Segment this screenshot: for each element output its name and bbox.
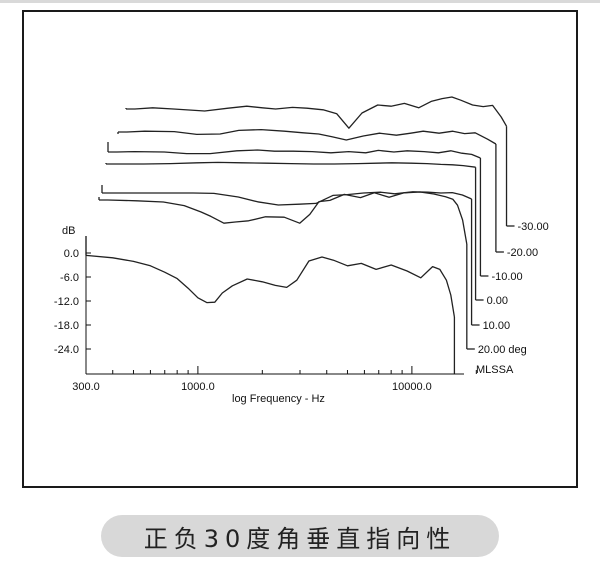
y-tick-label: -6.0 [60, 272, 79, 284]
y-axis-label: dB [62, 225, 75, 237]
x-axis-label: log Frequency - Hz [232, 393, 325, 405]
x-tick-label: 300.0 [72, 381, 100, 393]
series-line [106, 161, 476, 168]
y-tick-label: 0.0 [64, 248, 79, 260]
series-line [126, 96, 508, 129]
top-divider-line [0, 0, 600, 3]
series-line [99, 191, 468, 245]
series-label: -30.00 [518, 221, 549, 233]
y-tick-label: -12.0 [54, 296, 79, 308]
axis-layer: dB log Frequency - Hz -30.00 -20.00 -10.00… [54, 221, 549, 405]
chart-frame [22, 10, 578, 488]
x-tick-label: 10000.0 [392, 381, 432, 393]
y-tick-label: -24.0 [54, 344, 79, 356]
series-line [118, 128, 497, 145]
series-label: MLSSA [476, 364, 514, 376]
series-line [85, 254, 456, 318]
series-line [108, 149, 481, 159]
series-label: 10.00 [483, 320, 511, 332]
caption-text: 正负30度角垂直指向性 [143, 524, 457, 553]
series-label: -20.00 [507, 247, 538, 259]
series-label: 20.00 deg [478, 344, 527, 356]
series-label: -10.00 [491, 271, 522, 283]
y-tick-label: -18.0 [54, 320, 79, 332]
plot-layer [85, 96, 515, 374]
caption-banner: 正负30度角垂直指向性 [101, 515, 499, 557]
x-tick-label: 1000.0 [181, 381, 215, 393]
series-label: 0.00 [487, 295, 508, 307]
series-line [102, 191, 472, 206]
